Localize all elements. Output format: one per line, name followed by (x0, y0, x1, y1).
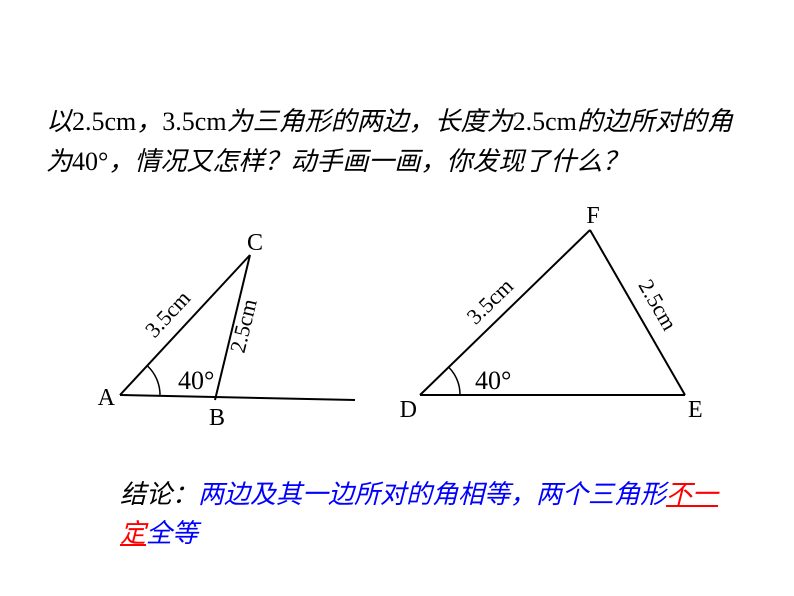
svg-text:D: D (400, 397, 417, 423)
conclusion-part1: 两边及其一边所对的角相等，两个三角形 (198, 480, 666, 509)
svg-text:2.5cm: 2.5cm (634, 275, 683, 335)
svg-text:C: C (247, 230, 263, 256)
svg-text:2.5cm: 2.5cm (225, 296, 262, 355)
conclusion-part2: 全等 (146, 519, 198, 548)
svg-text:E: E (688, 397, 703, 423)
conclusion: 结论：两边及其一边所对的角相等，两个三角形不一定全等 (120, 475, 720, 553)
svg-text:A: A (98, 385, 116, 411)
svg-text:3.5cm: 3.5cm (140, 285, 195, 342)
svg-text:B: B (209, 405, 225, 431)
svg-text:40°: 40° (475, 366, 511, 395)
triangle-def: D E F 3.5cm 2.5cm 40° (400, 203, 703, 423)
svg-text:3.5cm: 3.5cm (462, 273, 518, 329)
svg-text:40°: 40° (178, 366, 214, 395)
conclusion-label: 结论： (120, 480, 198, 509)
triangle-abc: A B C 3.5cm 2.5cm 40° (98, 230, 355, 431)
svg-text:F: F (586, 203, 599, 229)
